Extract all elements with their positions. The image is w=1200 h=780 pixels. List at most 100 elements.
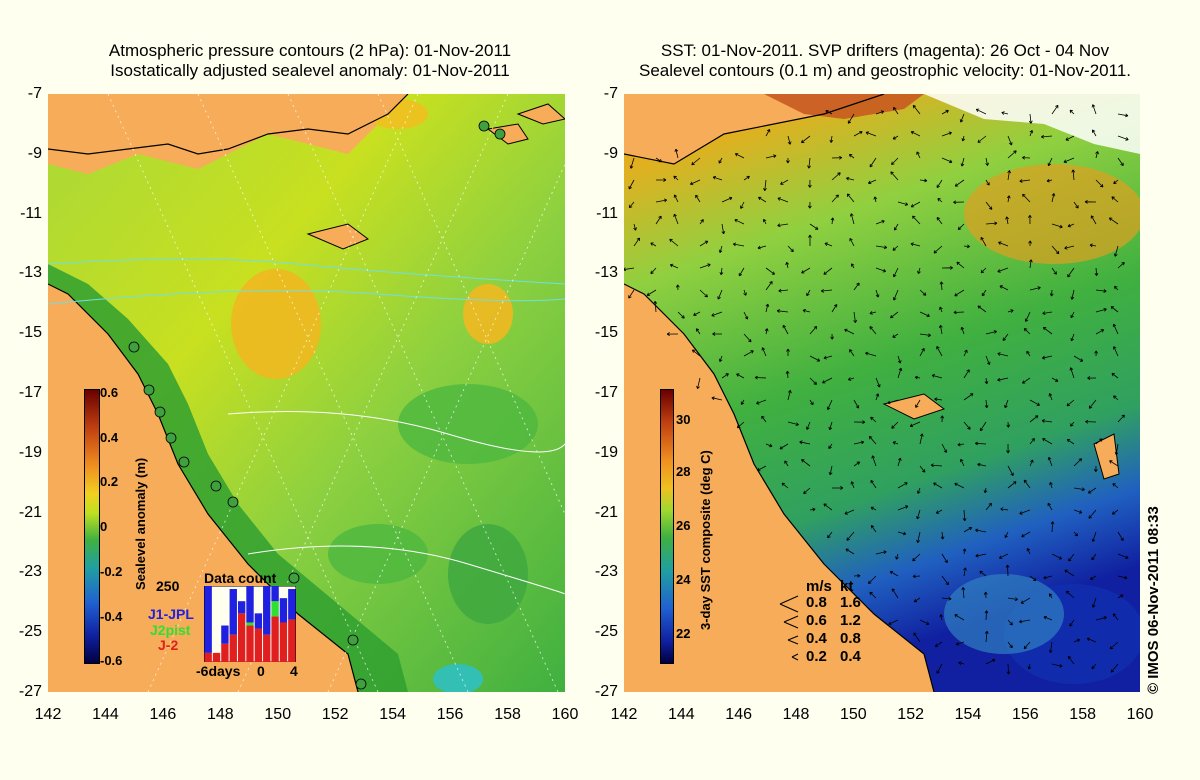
velocity-arrow: [853, 440, 865, 445]
velocity-arrow: [1111, 196, 1119, 203]
data-count-bar: [237, 613, 246, 662]
velocity-arrow: [1085, 419, 1097, 424]
velocity-arrow: [1023, 479, 1031, 489]
velocity-arrow: [721, 196, 733, 203]
data-count-bar: [212, 652, 221, 662]
data-count-bar: [279, 598, 288, 623]
velocity-arrow: [910, 130, 921, 137]
velocity-arrow: [1042, 311, 1053, 315]
velocity-arrow: [919, 311, 930, 318]
velocity-arrow: [787, 245, 794, 253]
vel-legend-arrow-06: [783, 615, 799, 629]
pressure-contour-4: [247, 545, 565, 595]
anomaly-green-1: [398, 384, 538, 464]
right-lon-label: 142: [610, 706, 638, 723]
velocity-arrow: [1095, 151, 1099, 159]
right-lon-label: 154: [954, 706, 982, 723]
velocity-arrow: [985, 330, 997, 335]
velocity-arrow: [799, 440, 811, 445]
geostrophic-velocity-arrows: [624, 104, 1129, 675]
velocity-arrow: [830, 333, 834, 340]
velocity-arrow: [699, 263, 711, 269]
velocity-arrow: [754, 375, 767, 380]
left-lat-label: -17: [18, 384, 42, 401]
vel-row-1-ms: 0.8: [806, 594, 827, 611]
velocity-arrow: [1113, 179, 1119, 185]
velocity-arrow: [956, 261, 965, 269]
velocity-arrow: [756, 399, 767, 405]
left-coastal-band: [48, 264, 408, 692]
velocity-arrow: [655, 178, 667, 182]
velocity-arrow: [1051, 553, 1063, 560]
velocity-arrow: [963, 369, 970, 379]
data-count-xlabel-zero: 0: [257, 663, 265, 679]
velocity-arrow: [939, 281, 944, 291]
left-lat-label: -21: [18, 503, 42, 521]
velocity-arrow: [1007, 309, 1014, 313]
velocity-arrow: [887, 399, 899, 405]
velocity-arrow: [1109, 641, 1119, 650]
velocity-arrow: [1109, 460, 1119, 467]
velocity-arrow: [1073, 487, 1085, 492]
velocity-arrow: [1041, 134, 1053, 139]
velocity-arrow: [940, 531, 945, 540]
velocity-arrow: [777, 197, 789, 203]
right-title-line2: Sealevel contours (0.1 m) and geostrophi…: [639, 61, 1131, 80]
left-lon-label: 142: [34, 706, 62, 723]
sst-cool-2: [944, 574, 1064, 654]
velocity-arrow: [953, 200, 965, 205]
velocity-arrow: [865, 131, 877, 137]
velocity-arrow: [869, 311, 877, 315]
velocity-arrow: [959, 113, 965, 123]
velocity-arrow: [1068, 553, 1075, 562]
velocity-arrow: [998, 241, 1009, 247]
velocity-arrow: [890, 311, 899, 319]
velocity-arrow: [1117, 135, 1129, 141]
velocity-arrow: [732, 242, 745, 247]
anomaly-high-2: [463, 284, 513, 344]
velocity-arrow: [801, 459, 811, 467]
left-coastline: [48, 94, 409, 155]
anomaly-green-2: [328, 524, 428, 584]
sst-map: [624, 94, 1140, 692]
data-count-bar: [229, 634, 237, 662]
velocity-arrow: [1095, 329, 1105, 335]
velocity-arrow: [779, 443, 789, 450]
velocity-arrow: [1094, 350, 1098, 357]
velocity-arrow: [1111, 509, 1119, 515]
velocity-arrow: [738, 267, 745, 277]
velocity-arrow: [831, 486, 844, 490]
velocity-arrow: [1114, 443, 1119, 456]
velocity-arrow: [718, 157, 723, 164]
vel-row-3-ms: 0.4: [806, 630, 827, 647]
velocity-arrow: [695, 194, 701, 203]
velocity-arrow: [875, 220, 885, 225]
velocity-arrow: [984, 630, 989, 643]
velocity-arrow: [977, 305, 987, 313]
velocity-arrow: [787, 421, 799, 426]
velocity-arrow: [916, 509, 921, 520]
velocity-arrow: [846, 193, 855, 203]
velocity-arrow: [985, 157, 989, 166]
right-north-land: [764, 94, 924, 119]
velocity-arrow: [677, 311, 685, 319]
velocity-arrow: [1026, 350, 1031, 357]
vel-legend-arrow-02: [791, 653, 799, 661]
velocity-arrow: [1028, 113, 1033, 124]
velocity-arrow: [1073, 201, 1079, 209]
left-lon-label: 160: [551, 706, 579, 723]
pressure-contour-3: [227, 411, 565, 453]
velocity-arrow: [806, 421, 811, 430]
velocity-arrow: [655, 198, 668, 203]
velocity-arrow: [998, 553, 1009, 559]
left-map-title: Atmospheric pressure contours (2 hPa): 0…: [40, 41, 580, 81]
velocity-arrow: [1066, 439, 1075, 445]
velocity-arrow: [963, 527, 973, 533]
velocity-arrow: [892, 245, 899, 251]
velocity-arrow: [808, 234, 812, 246]
velocity-arrow: [850, 481, 855, 489]
velocity-arrow: [1091, 104, 1097, 115]
velocity-arrow: [845, 548, 855, 555]
velocity-arrow: [933, 245, 943, 254]
velocity-arrow: [917, 487, 921, 494]
